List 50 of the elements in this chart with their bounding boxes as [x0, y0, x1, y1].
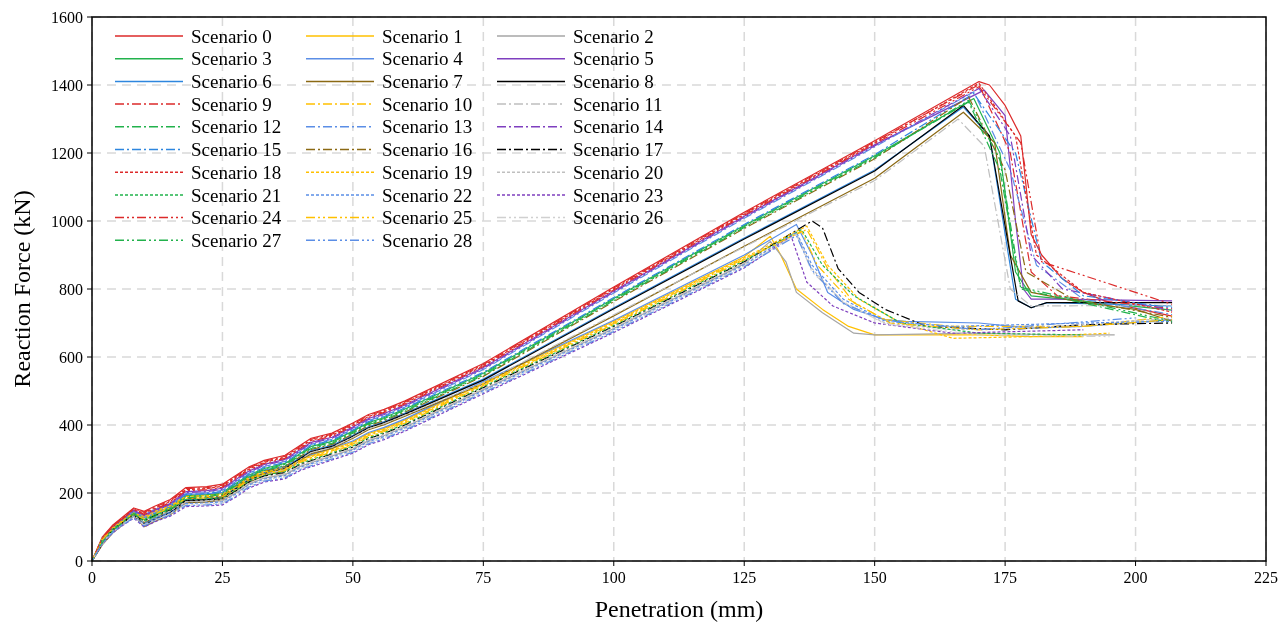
x-tick-label: 200	[1123, 569, 1148, 586]
x-tick-label: 125	[732, 569, 757, 586]
legend-label: Scenario 23	[573, 184, 664, 206]
legend-label: Scenario 3	[191, 48, 272, 70]
legend-label: Scenario 1	[382, 25, 463, 47]
legend-label: Scenario 28	[382, 229, 473, 251]
y-tick-label: 1400	[51, 76, 83, 94]
legend-label: Scenario 27	[191, 229, 282, 251]
legend-label: Scenario 0	[191, 25, 272, 47]
x-tick-label: 150	[862, 569, 887, 586]
legend-label: Scenario 18	[191, 161, 282, 183]
y-tick-label: 1200	[51, 144, 83, 162]
y-tick-label: 1600	[51, 8, 83, 26]
legend-label: Scenario 11	[573, 93, 663, 115]
legend-label: Scenario 26	[573, 207, 664, 229]
legend-label: Scenario 19	[382, 161, 473, 183]
legend-label: Scenario 24	[191, 207, 282, 229]
legend-label: Scenario 14	[573, 116, 664, 138]
y-axis-title: Reaction Force (kN)	[9, 190, 35, 388]
legend-label: Scenario 7	[382, 71, 463, 93]
legend-label: Scenario 22	[382, 184, 473, 206]
legend-label: Scenario 17	[573, 139, 664, 161]
x-tick-label: 175	[993, 569, 1018, 586]
x-tick-label: 0	[88, 569, 96, 586]
y-tick-label: 800	[59, 280, 83, 298]
x-tick-label: 75	[475, 569, 492, 586]
x-axis-title: Penetration (mm)	[594, 596, 764, 622]
y-tick-label: 200	[59, 484, 83, 502]
legend-label: Scenario 15	[191, 139, 282, 161]
legend-label: Scenario 4	[382, 48, 464, 70]
legend-label: Scenario 9	[191, 93, 272, 115]
x-tick-label: 50	[344, 569, 361, 586]
y-tick-label: 400	[59, 416, 83, 434]
legend-label: Scenario 5	[573, 48, 654, 70]
legend-label: Scenario 13	[382, 116, 473, 138]
x-tick-label: 100	[601, 569, 626, 586]
y-tick-label: 600	[59, 348, 83, 366]
y-tick-label: 0	[75, 552, 83, 570]
legend-label: Scenario 10	[382, 93, 473, 115]
y-tick-label: 1000	[51, 212, 83, 230]
legend-label: Scenario 6	[191, 71, 272, 93]
legend-label: Scenario 25	[382, 207, 473, 229]
x-tick-label: 25	[214, 569, 231, 586]
legend-label: Scenario 20	[573, 161, 664, 183]
legend-label: Scenario 12	[191, 116, 282, 138]
legend-label: Scenario 16	[382, 139, 473, 161]
legend-label: Scenario 8	[573, 71, 654, 93]
legend-label: Scenario 21	[191, 184, 282, 206]
x-tick-label: 225	[1254, 569, 1278, 586]
legend-label: Scenario 2	[573, 25, 654, 47]
